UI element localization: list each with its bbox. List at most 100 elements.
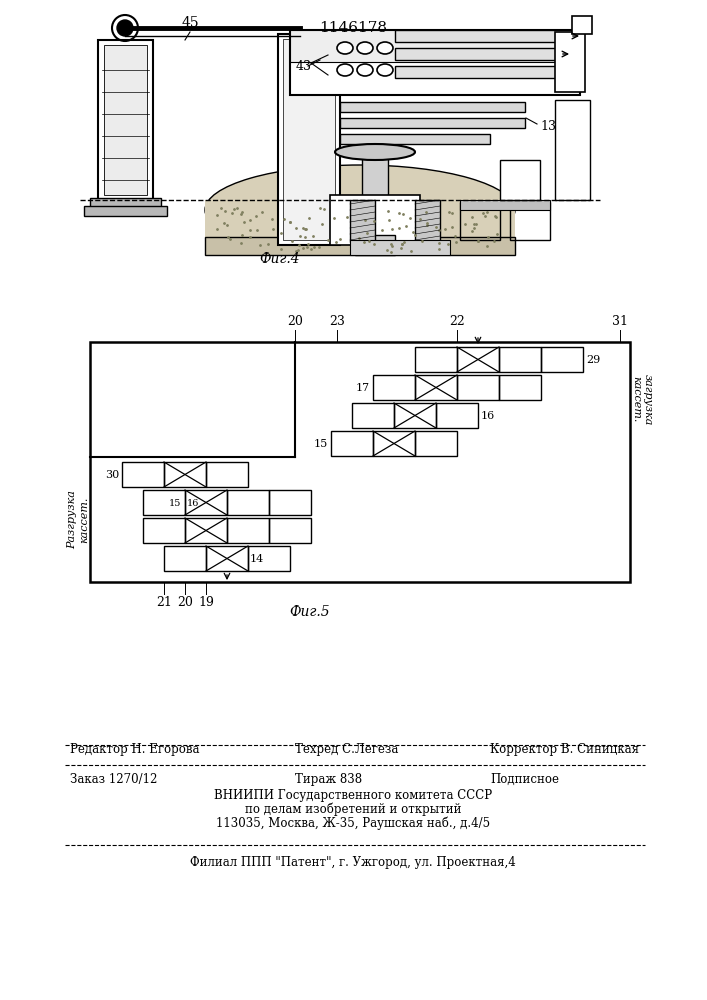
Text: 20: 20 <box>177 596 193 609</box>
Bar <box>355 235 395 255</box>
Bar <box>340 118 525 128</box>
Bar <box>122 462 164 487</box>
Circle shape <box>117 20 133 36</box>
Bar <box>104 45 147 195</box>
Bar <box>500 160 540 200</box>
Text: 21: 21 <box>156 596 172 609</box>
Bar <box>352 403 394 428</box>
Bar <box>510 202 550 240</box>
Bar <box>395 66 560 78</box>
Bar <box>269 518 311 543</box>
Text: 1146178: 1146178 <box>319 21 387 35</box>
Bar <box>460 200 550 210</box>
Text: 20: 20 <box>287 315 303 328</box>
Ellipse shape <box>205 165 515 255</box>
Bar <box>84 206 167 216</box>
Text: 31: 31 <box>612 315 628 328</box>
Text: Тираж 838: Тираж 838 <box>295 772 362 786</box>
Bar <box>350 200 375 242</box>
Bar <box>143 490 185 515</box>
Text: Разгрузка
кассет.: Разгрузка кассет. <box>67 490 89 549</box>
Text: Корректор В. Синицкая: Корректор В. Синицкая <box>490 744 639 756</box>
Bar <box>206 546 248 571</box>
Text: 22: 22 <box>449 315 465 328</box>
Bar <box>164 546 206 571</box>
Bar <box>290 30 580 62</box>
Bar <box>206 462 248 487</box>
Bar <box>205 237 515 255</box>
Text: 14: 14 <box>250 554 264 564</box>
Bar <box>227 518 269 543</box>
Text: Техред С.Легеза: Техред С.Легеза <box>295 744 398 756</box>
Bar <box>499 347 541 372</box>
Bar <box>290 30 580 95</box>
Bar <box>373 375 415 400</box>
Text: 29: 29 <box>586 355 600 365</box>
Bar <box>555 32 585 92</box>
Bar <box>340 102 525 112</box>
Text: 15: 15 <box>169 498 181 508</box>
Text: 23: 23 <box>329 315 345 328</box>
Text: 17: 17 <box>356 383 370 393</box>
Bar <box>395 30 580 42</box>
Bar <box>164 462 206 487</box>
Bar <box>541 347 583 372</box>
Bar <box>460 202 500 240</box>
Bar <box>278 34 340 245</box>
Text: 16: 16 <box>187 498 199 508</box>
Bar <box>90 198 161 208</box>
Bar <box>572 16 592 34</box>
Bar <box>143 518 185 543</box>
Text: 30: 30 <box>105 470 119 480</box>
Text: Подписное: Подписное <box>490 772 559 786</box>
Bar <box>415 431 457 456</box>
Text: Фиг.5: Фиг.5 <box>290 605 330 619</box>
Text: 45: 45 <box>181 16 199 30</box>
Text: Филиал ППП "Патент", г. Ужгород, ул. Проектная,4: Филиал ППП "Патент", г. Ужгород, ул. Про… <box>190 856 516 869</box>
Bar <box>457 375 499 400</box>
Text: 15: 15 <box>314 439 328 449</box>
Text: загрузка
кассет.: загрузка кассет. <box>631 374 653 425</box>
Text: 13: 13 <box>540 119 556 132</box>
Bar <box>395 48 570 60</box>
Text: по делам изобретений и открытий: по делам изобретений и открытий <box>245 802 461 816</box>
Bar <box>185 490 227 515</box>
Ellipse shape <box>357 64 373 76</box>
Text: Фиг.4: Фиг.4 <box>259 252 300 266</box>
Ellipse shape <box>335 144 415 160</box>
Text: Заказ 1270/12: Заказ 1270/12 <box>70 772 158 786</box>
Bar <box>248 546 290 571</box>
Ellipse shape <box>337 64 353 76</box>
Bar <box>457 347 499 372</box>
Ellipse shape <box>377 42 393 54</box>
Bar <box>283 39 335 240</box>
Text: 16: 16 <box>481 411 495 421</box>
Bar <box>227 490 269 515</box>
Bar <box>394 403 436 428</box>
Bar <box>373 431 415 456</box>
Text: 43: 43 <box>296 60 312 73</box>
Ellipse shape <box>357 42 373 54</box>
Bar <box>98 40 153 200</box>
Bar <box>415 347 457 372</box>
Text: ВНИИПИ Государственного комитета СССР: ВНИИПИ Государственного комитета СССР <box>214 788 492 802</box>
Text: 19: 19 <box>198 596 214 609</box>
Text: 113035, Москва, Ж-35, Раушская наб., д.4/5: 113035, Москва, Ж-35, Раушская наб., д.4… <box>216 816 490 830</box>
Ellipse shape <box>337 42 353 54</box>
Bar <box>415 375 457 400</box>
Bar <box>499 375 541 400</box>
Bar <box>90 342 630 582</box>
Bar <box>436 403 478 428</box>
Bar <box>350 240 450 255</box>
Bar <box>185 518 227 543</box>
Bar <box>331 431 373 456</box>
Bar <box>415 200 440 242</box>
Bar <box>555 100 590 200</box>
Bar <box>340 134 490 144</box>
Bar <box>269 490 311 515</box>
Bar <box>330 195 420 245</box>
Text: Редактор Н. Егорова: Редактор Н. Егорова <box>70 744 199 756</box>
Bar <box>205 200 515 255</box>
Ellipse shape <box>377 64 393 76</box>
Bar <box>362 150 388 240</box>
